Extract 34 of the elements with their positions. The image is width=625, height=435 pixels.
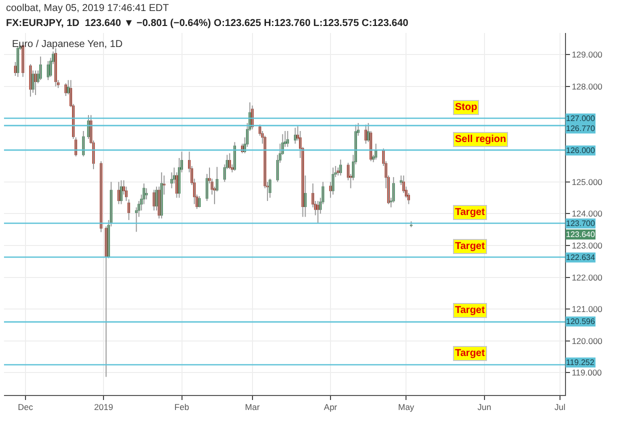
x-tick-label: Feb [174, 402, 190, 412]
ref-line-label: 126.770 [566, 124, 596, 133]
y-tick-label: 122.000 [572, 272, 603, 282]
x-tick-label: May [398, 402, 415, 412]
y-tick-label: 121.000 [572, 304, 603, 314]
ref-line-label: 120.596 [566, 317, 596, 326]
x-tick-label: Mar [245, 402, 260, 412]
y-tick-label: 124.000 [572, 208, 603, 219]
text: 123.640 [566, 230, 596, 239]
chart-title: coolbat, May 05, 2019 17:46:41 EDT [6, 3, 169, 14]
annotation: Sell region [455, 134, 506, 145]
annotation: Target [455, 207, 486, 218]
x-tick-label: Jun [477, 402, 492, 412]
annotation: Target [455, 241, 486, 252]
ref-line-label: 126.000 [566, 146, 596, 155]
y-tick-label: 123.000 [572, 240, 603, 250]
annotation: Target [455, 348, 486, 359]
y-tick-label: 119.000 [572, 368, 602, 378]
y-tick-label: 128.000 [572, 81, 603, 92]
y-tick-label: 129.000 [572, 50, 603, 60]
annotation: Stop [455, 102, 478, 113]
x-tick-label: Jul [554, 402, 566, 412]
y-tick-label: 125.000 [572, 176, 603, 187]
x-tick-label: 2019 [94, 402, 114, 412]
ref-line-label: 119.252 [566, 358, 595, 367]
x-tick-label: Apr [324, 402, 338, 412]
ref-line-label: 127.000 [566, 114, 596, 123]
ref-line-label: 123.700 [566, 219, 596, 228]
chart-subtitle: FX:EURJPY, 1D 123.640 ▼ −0.801 (−0.64%) O:123.625 H:123.760 L:123.575 C:123.640 [6, 18, 409, 29]
ref-line-label: 122.634 [566, 253, 596, 262]
annotation: Euro / Japanese Yen, 1D [12, 39, 123, 50]
annotation: Target [455, 305, 486, 316]
y-tick-label: 120.000 [572, 336, 603, 346]
x-tick-label: Dec [18, 402, 34, 412]
